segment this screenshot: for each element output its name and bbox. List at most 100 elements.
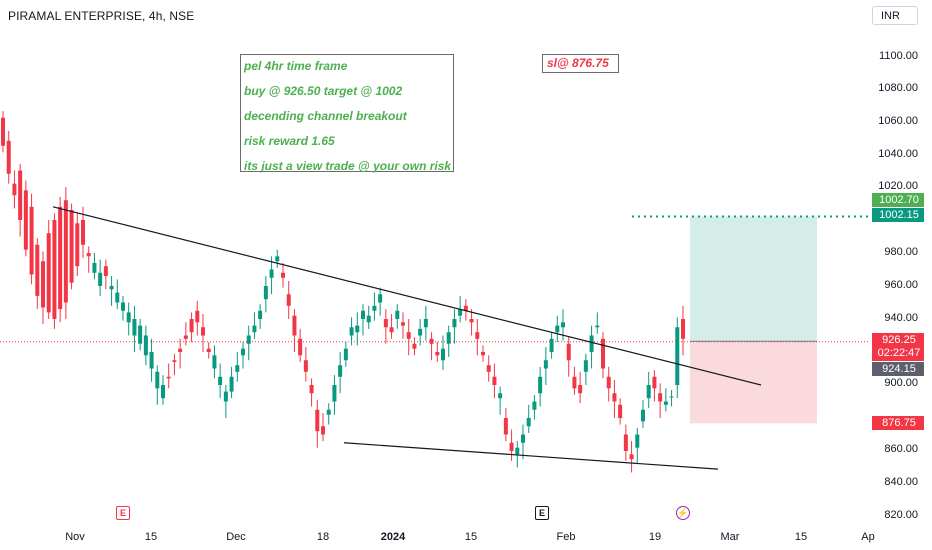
candle-body bbox=[286, 294, 291, 306]
candle-body bbox=[315, 409, 320, 432]
candle-body bbox=[321, 426, 325, 435]
candle-body bbox=[623, 434, 628, 451]
candle-body bbox=[543, 360, 548, 369]
candle-body bbox=[246, 335, 251, 344]
candle-body bbox=[681, 319, 685, 339]
candle-body bbox=[115, 292, 120, 303]
x-tick-label: Dec bbox=[226, 531, 246, 543]
candle-body bbox=[389, 327, 394, 333]
note-line: its just a view trade @ your own risk bbox=[244, 159, 452, 173]
x-tick-label: Nov bbox=[65, 531, 85, 543]
candle-body bbox=[509, 442, 514, 451]
note-line: buy @ 926.50 target @ 1002 bbox=[244, 84, 403, 98]
lightning-icon[interactable]: ⚡ bbox=[676, 506, 690, 520]
candle-body bbox=[303, 360, 308, 372]
candle-body bbox=[252, 325, 257, 333]
candle-body bbox=[423, 319, 428, 328]
candle-body bbox=[92, 262, 97, 273]
candle-body bbox=[481, 352, 485, 356]
candle-body bbox=[212, 355, 217, 369]
earnings-red-icon[interactable]: E bbox=[116, 506, 130, 520]
candle-body bbox=[395, 310, 400, 319]
candle-body bbox=[526, 418, 531, 427]
candle-body bbox=[572, 376, 577, 389]
y-tick-label: 960.00 bbox=[884, 279, 918, 291]
candle-body bbox=[98, 272, 103, 286]
candle-body bbox=[355, 325, 360, 333]
x-tick-label: 18 bbox=[316, 531, 330, 543]
candle-body bbox=[1, 117, 5, 146]
candle-body bbox=[35, 244, 40, 296]
target-price-tag: 1002.15 bbox=[872, 208, 924, 222]
symbol-title[interactable]: PIRAMAL ENTERPRISE, 4h, NSE bbox=[8, 9, 195, 23]
candle-body bbox=[635, 434, 640, 448]
y-tick-label: 840.00 bbox=[884, 476, 918, 488]
y-tick-label: 1020.00 bbox=[878, 180, 918, 192]
last-price-value: 926.25 bbox=[882, 334, 916, 346]
candle-body bbox=[349, 327, 354, 336]
y-tick-label: 1100.00 bbox=[879, 50, 918, 62]
candle-body bbox=[463, 305, 468, 311]
x-tick-label: Mar bbox=[720, 531, 740, 543]
candle-body bbox=[195, 310, 200, 323]
candle-body bbox=[63, 200, 68, 303]
candle-body bbox=[669, 396, 674, 398]
y-tick-label: 1060.00 bbox=[878, 115, 918, 127]
candle-body bbox=[412, 343, 417, 349]
candle-body bbox=[578, 385, 583, 394]
earnings-gray-icon[interactable]: E bbox=[535, 506, 549, 520]
candle-body bbox=[658, 393, 663, 402]
candle-body bbox=[338, 365, 343, 377]
candle-body bbox=[503, 418, 508, 435]
candle-body bbox=[206, 348, 211, 352]
candle-body bbox=[435, 352, 440, 356]
x-tick-label: 15 bbox=[464, 531, 478, 543]
candle-body bbox=[189, 319, 194, 333]
candle-body bbox=[583, 360, 588, 372]
candle-body bbox=[161, 385, 165, 399]
candle-body bbox=[155, 371, 160, 389]
candle-body bbox=[549, 338, 554, 352]
trade-note[interactable]: pel 4hr time frame buy @ 926.50 target @… bbox=[240, 54, 454, 173]
candle-body bbox=[258, 310, 263, 319]
x-tick-label: 19 bbox=[648, 531, 662, 543]
y-tick-label: 900.00 bbox=[884, 377, 918, 389]
candle-body bbox=[46, 233, 51, 313]
note-line: decending channel breakout bbox=[244, 109, 407, 123]
candle-body bbox=[29, 206, 34, 275]
countdown-timer: 02:22:47 bbox=[877, 347, 921, 359]
candle-body bbox=[458, 309, 463, 316]
candle-body bbox=[218, 376, 223, 385]
y-tick-label: 1040.00 bbox=[878, 148, 918, 160]
candle-body bbox=[486, 365, 491, 372]
x-tick-label: 2024 bbox=[380, 531, 406, 543]
candle-body bbox=[75, 223, 80, 267]
candle-body bbox=[641, 409, 645, 422]
candle-body bbox=[652, 376, 657, 389]
candle-body bbox=[675, 327, 680, 385]
y-tick-label: 980.00 bbox=[884, 246, 918, 258]
candle-body bbox=[383, 319, 388, 328]
candle-body bbox=[429, 338, 434, 344]
candle-body bbox=[309, 385, 314, 394]
stop-zone bbox=[690, 341, 817, 424]
candle-body bbox=[629, 454, 634, 460]
candle-body bbox=[86, 253, 91, 257]
candle-body bbox=[178, 348, 183, 352]
candle-body bbox=[401, 322, 405, 326]
y-tick-label: 1080.00 bbox=[878, 82, 918, 94]
last-price-tag: 926.25 02:22:47 bbox=[872, 333, 924, 361]
x-tick-label: Ap bbox=[861, 531, 875, 543]
candle-body bbox=[361, 310, 365, 319]
candle-body bbox=[12, 183, 17, 196]
currency-selector[interactable]: INR bbox=[872, 6, 918, 25]
entry-price-tag: 924.15 bbox=[872, 362, 924, 376]
candle-body bbox=[241, 348, 245, 356]
note-line: pel 4hr time frame bbox=[244, 59, 348, 73]
stop-loss-note[interactable]: sl@ 876.75 bbox=[542, 54, 619, 73]
candle-body bbox=[229, 376, 234, 392]
x-tick-label: 15 bbox=[144, 531, 158, 543]
candle-body bbox=[172, 360, 177, 362]
candle-body bbox=[492, 376, 497, 385]
